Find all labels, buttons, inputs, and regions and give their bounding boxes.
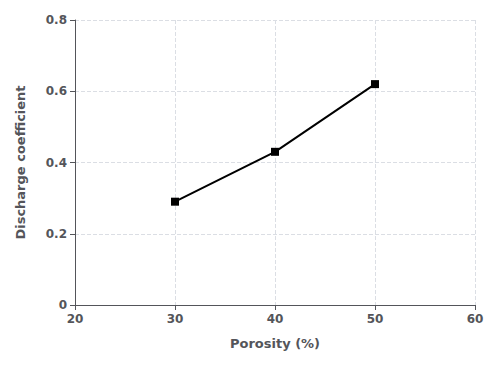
- svg-text:Discharge coefficient: Discharge coefficient: [13, 85, 28, 239]
- svg-text:20: 20: [67, 312, 84, 326]
- svg-text:Porosity (%): Porosity (%): [230, 336, 320, 351]
- svg-text:50: 50: [367, 312, 384, 326]
- svg-text:0.8: 0.8: [46, 13, 67, 27]
- svg-text:0.2: 0.2: [46, 227, 67, 241]
- svg-text:30: 30: [167, 312, 184, 326]
- svg-text:60: 60: [467, 312, 484, 326]
- svg-text:0.4: 0.4: [46, 156, 67, 170]
- svg-text:40: 40: [267, 312, 284, 326]
- svg-text:0: 0: [59, 298, 67, 312]
- svg-text:0.6: 0.6: [46, 84, 67, 98]
